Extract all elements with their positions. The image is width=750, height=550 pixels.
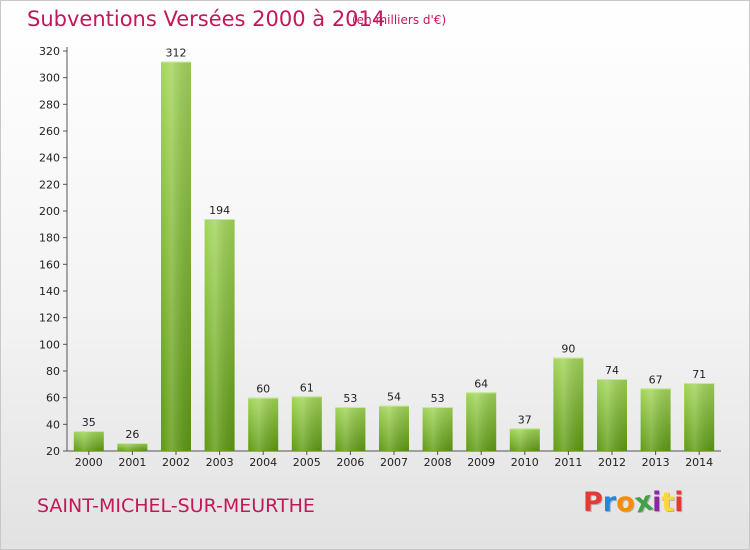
x-tick-label: 2014: [685, 456, 713, 469]
logo-letter: r: [602, 487, 617, 518]
x-tick-label: 2010: [511, 456, 539, 469]
data-label: 194: [209, 204, 230, 217]
logo-letter: o: [616, 487, 635, 518]
bar-shading: [335, 407, 366, 451]
x-tick-label: 2007: [380, 456, 408, 469]
data-label: 71: [692, 368, 706, 381]
data-label: 53: [431, 392, 445, 405]
y-tick-label: 40: [46, 418, 60, 431]
data-label: 74: [605, 364, 619, 377]
bar-shading: [73, 431, 104, 451]
logo-letter: t: [661, 487, 675, 518]
y-tick-label: 200: [39, 205, 60, 218]
data-label: 53: [343, 392, 357, 405]
chart-title: Subventions Versées 2000 à 2014: [27, 7, 386, 31]
bar-shading: [161, 61, 191, 452]
bar-shading: [640, 388, 671, 451]
bar-shading: [597, 379, 627, 451]
y-tick-label: 280: [39, 98, 60, 111]
y-tick-label: 320: [39, 45, 60, 58]
x-tick-label: 2003: [206, 456, 234, 469]
x-tick-label: 2009: [467, 456, 495, 469]
proxiti-logo[interactable]: Proxiti: [583, 486, 684, 520]
logo-letter: P: [583, 487, 603, 518]
x-tick-label: 2001: [118, 456, 146, 469]
data-label: 60: [256, 383, 270, 396]
data-label: 90: [561, 343, 575, 356]
x-tick-label: 2011: [554, 456, 582, 469]
data-label: 64: [474, 377, 488, 390]
data-label: 67: [649, 373, 663, 386]
y-tick-label: 20: [46, 445, 60, 458]
data-label: 54: [387, 391, 401, 404]
y-tick-label: 80: [46, 365, 60, 378]
bar-shading: [422, 407, 453, 451]
data-label: 26: [125, 428, 139, 441]
y-tick-label: 300: [39, 72, 60, 85]
bar-shading: [291, 396, 322, 451]
x-tick-label: 2012: [598, 456, 626, 469]
y-tick-label: 100: [39, 338, 60, 351]
logo-letter: i: [652, 487, 662, 518]
data-labels: 35 26 312 194 60 61 53 54 53 64 37 90 74 67 71: [82, 47, 706, 441]
x-tick-label: 2008: [424, 456, 452, 469]
bar-shading: [509, 428, 540, 451]
data-label: 35: [82, 416, 96, 429]
bar-shading: [466, 392, 497, 451]
axes: 20 40 60 80 100 120 140 160 180 200 220 240 260 280 30…: [39, 45, 721, 469]
x-tick-label: 2006: [336, 456, 364, 469]
bar-shading: [248, 397, 279, 451]
x-tick-label: 2000: [75, 456, 103, 469]
bar-shading: [117, 443, 148, 451]
logo-letter: i: [674, 487, 684, 518]
x-tick-label: 2002: [162, 456, 190, 469]
y-tick-label: 160: [39, 258, 60, 271]
chart-subtitle: (en milliers d'€): [352, 13, 447, 27]
bar-shading: [379, 405, 409, 451]
bars: [73, 61, 715, 452]
y-tick-label: 220: [39, 178, 60, 191]
y-tick-label: 180: [39, 232, 60, 245]
x-tick-label: 2005: [293, 456, 321, 469]
y-tick-label: 60: [46, 392, 60, 405]
y-tick-label: 120: [39, 312, 60, 325]
bar-shading: [204, 219, 235, 451]
y-tick-label: 240: [39, 152, 60, 165]
data-label: 37: [518, 413, 532, 426]
commune-name: SAINT-MICHEL-SUR-MEURTHE: [37, 495, 315, 517]
x-tick-label: 2013: [642, 456, 670, 469]
y-tick-label: 260: [39, 125, 60, 138]
x-tick-label: 2004: [249, 456, 277, 469]
data-label: 312: [166, 47, 187, 60]
bar-shading: [553, 357, 584, 451]
y-tick-label: 140: [39, 285, 60, 298]
data-label: 61: [300, 381, 314, 394]
bar-shading: [684, 383, 715, 451]
